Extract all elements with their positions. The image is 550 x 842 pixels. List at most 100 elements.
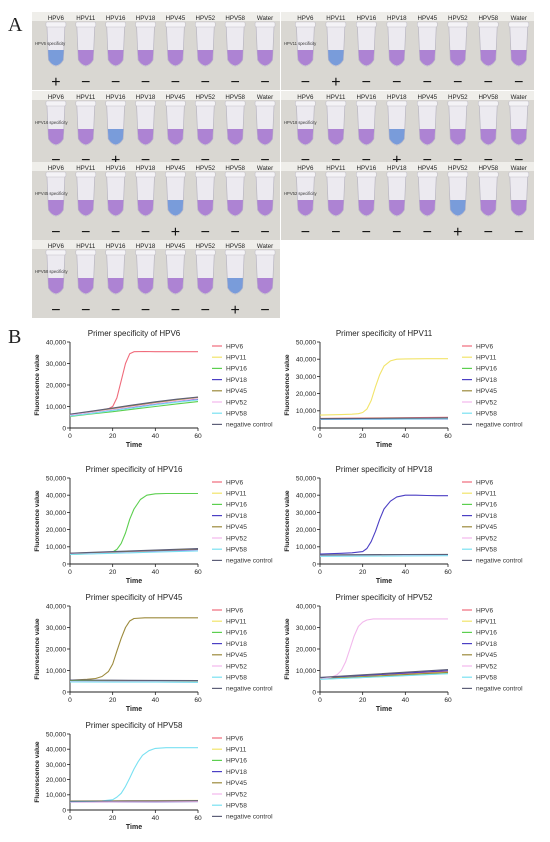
tube-label: HPV45 bbox=[166, 243, 186, 250]
tube-cap-ring bbox=[447, 100, 469, 107]
x-tick-label: 0 bbox=[68, 697, 72, 704]
legend-entry: HPV18 bbox=[476, 641, 497, 648]
tube-cap-ring bbox=[295, 171, 316, 178]
tube-label: HPV11 bbox=[76, 94, 96, 101]
y-tick-label: 40,000 bbox=[296, 357, 317, 364]
tube-liquid-negative bbox=[48, 200, 64, 216]
series-line-hpv52 bbox=[69, 397, 199, 416]
legend-entry: negative control bbox=[226, 686, 273, 693]
chart-hpv52: Primer specificity of HPV52 0 10,000 20,000… bbox=[280, 590, 535, 718]
tube-photo-hpv52: HPV6 − HPV11 − HPV16 − HPV18 − HPV45 − HPV52 + HPV58… bbox=[281, 162, 534, 240]
y-tick-label: 0 bbox=[62, 561, 66, 568]
tube-rack-top bbox=[32, 240, 280, 249]
legend-entry: HPV52 bbox=[476, 535, 497, 542]
y-tick-label: 30,000 bbox=[296, 510, 317, 517]
result-minus-sign: − bbox=[81, 74, 90, 90]
y-tick-label: 0 bbox=[62, 689, 66, 696]
result-minus-sign: − bbox=[111, 302, 120, 318]
x-tick-label: 20 bbox=[109, 569, 117, 576]
y-tick-label: 0 bbox=[312, 561, 316, 568]
legend-entry: HPV6 bbox=[226, 343, 244, 350]
legend-entry: HPV16 bbox=[476, 366, 497, 373]
tube-cap-ring bbox=[254, 249, 276, 256]
tube-liquid-negative bbox=[137, 200, 154, 216]
chart-svg: Primer specificity of HPV18 0 10,000 20,000… bbox=[284, 465, 523, 585]
tube-liquid-negative bbox=[358, 200, 375, 216]
x-tick-label: 40 bbox=[152, 569, 160, 576]
legend-entry: HPV16 bbox=[226, 502, 247, 509]
tube-liquid-negative bbox=[257, 200, 273, 216]
tube-rack-top bbox=[281, 12, 534, 21]
tube-photo-svg: HPV6 + HPV11 − HPV16 − HPV18 − HPV45 − HPV52 − HPV58… bbox=[32, 12, 280, 90]
tube-cap-ring bbox=[508, 171, 530, 178]
result-minus-sign: − bbox=[453, 152, 462, 168]
tube-liquid-negative bbox=[419, 50, 436, 66]
result-minus-sign: − bbox=[231, 152, 240, 168]
tube-label: HPV58 bbox=[478, 94, 498, 101]
y-tick-label: 40,000 bbox=[296, 493, 317, 500]
tube-cap-ring bbox=[135, 249, 156, 256]
legend-entry: HPV18 bbox=[476, 513, 497, 520]
series-line-hpv45 bbox=[319, 671, 449, 680]
tube-label: HPV58 bbox=[225, 243, 245, 250]
legend-entry: negative control bbox=[476, 558, 523, 565]
legend-entry: HPV16 bbox=[226, 758, 247, 765]
y-tick-label: 30,000 bbox=[46, 625, 67, 632]
tube-liquid-negative bbox=[419, 129, 436, 145]
legend-entry: HPV16 bbox=[476, 630, 497, 637]
result-plus-sign: + bbox=[231, 302, 240, 318]
result-minus-sign: − bbox=[260, 224, 269, 240]
tube-label: HPV16 bbox=[106, 165, 126, 172]
tube-cap-ring bbox=[224, 21, 246, 28]
photo-caption: HPV52 specificity bbox=[284, 191, 317, 196]
x-axis-label: Time bbox=[376, 442, 392, 449]
result-minus-sign: − bbox=[362, 224, 371, 240]
tube-photo-svg: HPV6 − HPV11 − HPV16 − HPV18 − HPV45 − HPV52 + HPV58… bbox=[281, 162, 534, 240]
result-minus-sign: − bbox=[171, 152, 180, 168]
tube-cap-ring bbox=[165, 21, 186, 28]
tube-cap-ring bbox=[45, 249, 67, 256]
result-minus-sign: − bbox=[484, 74, 493, 90]
tube-cap-ring bbox=[165, 171, 186, 178]
tube-label: HPV6 bbox=[48, 15, 65, 22]
legend-entry: HPV58 bbox=[226, 803, 247, 810]
tube-cap-ring bbox=[224, 100, 246, 107]
tube-liquid-negative bbox=[167, 129, 184, 145]
legend-entry: HPV18 bbox=[476, 377, 497, 384]
photo-caption: HPV16 specificity bbox=[35, 120, 68, 125]
tube-liquid-negative bbox=[77, 278, 94, 294]
result-minus-sign: − bbox=[111, 74, 120, 90]
tube-cap-ring bbox=[254, 21, 276, 28]
legend-entry: HPV16 bbox=[226, 366, 247, 373]
result-minus-sign: − bbox=[141, 74, 150, 90]
y-tick-label: 30,000 bbox=[46, 361, 67, 368]
y-axis-label: Fluorescence value bbox=[34, 354, 41, 416]
result-minus-sign: − bbox=[111, 224, 120, 240]
panel-label-b: B bbox=[8, 326, 22, 348]
tube-cap-ring bbox=[135, 21, 156, 28]
x-tick-label: 20 bbox=[109, 433, 117, 440]
tube-cap-ring bbox=[477, 21, 499, 28]
y-tick-label: 20,000 bbox=[46, 777, 67, 784]
legend-entry: HPV58 bbox=[476, 675, 497, 682]
legend-entry: negative control bbox=[476, 422, 523, 429]
result-minus-sign: − bbox=[141, 152, 150, 168]
result-minus-sign: − bbox=[201, 224, 210, 240]
tube-cap-ring bbox=[165, 100, 186, 107]
tube-liquid-negative bbox=[137, 129, 154, 145]
chart-title: Primer specificity of HPV18 bbox=[336, 465, 433, 474]
tube-cap-ring bbox=[105, 21, 126, 28]
tube-label: HPV58 bbox=[225, 165, 245, 172]
legend-entry: negative control bbox=[226, 558, 273, 565]
tube-label: HPV45 bbox=[166, 94, 186, 101]
tube-liquid-negative bbox=[257, 129, 273, 145]
legend-entry: HPV52 bbox=[226, 663, 247, 670]
y-tick-label: 20,000 bbox=[296, 646, 317, 653]
tube-label: HPV6 bbox=[297, 94, 314, 101]
tube-liquid-negative bbox=[48, 129, 64, 145]
x-tick-label: 20 bbox=[359, 569, 367, 576]
result-minus-sign: − bbox=[51, 224, 60, 240]
photo-caption: HPV11 specificity bbox=[284, 41, 317, 46]
tube-label: HPV11 bbox=[76, 15, 96, 22]
tube-photo-hpv45: HPV6 − HPV11 − HPV16 − HPV18 − HPV45 + HPV52 − HPV58… bbox=[32, 162, 280, 240]
